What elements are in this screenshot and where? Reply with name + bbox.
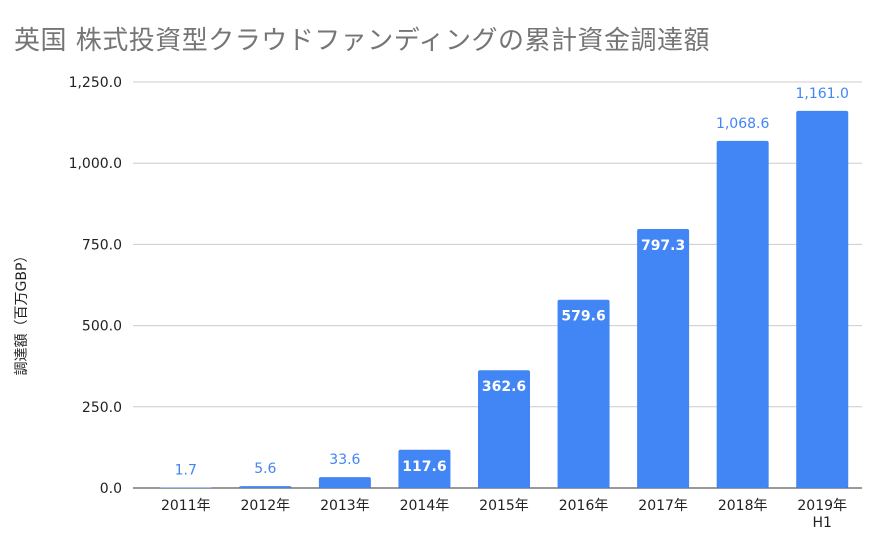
data-label: 362.6 — [482, 379, 526, 395]
x-category-label: 2017年 — [638, 498, 688, 514]
y-axis-ticks: 0.0 250.0 500.0 750.0 1,000.0 1,250.0 — [69, 75, 122, 497]
x-category-label: H1 — [813, 515, 832, 531]
x-category-label: 2013年 — [320, 498, 370, 514]
data-label: 1,161.0 — [796, 86, 849, 102]
bars — [159, 110, 849, 489]
bar[interactable] — [239, 486, 292, 488]
data-label: 1.7 — [175, 462, 197, 478]
bar[interactable] — [796, 110, 849, 489]
bar[interactable] — [398, 449, 451, 488]
y-tick-label: 250.0 — [82, 400, 122, 416]
data-label: 1,068.6 — [716, 116, 770, 132]
y-axis-label: 調達額（百万GBP） — [14, 249, 30, 376]
x-category-label: 2012年 — [241, 498, 291, 514]
bar[interactable] — [637, 229, 690, 488]
x-category-label: 2019年 — [797, 498, 847, 514]
data-label: 117.6 — [402, 459, 446, 475]
y-tick-label: 1,250.0 — [69, 75, 122, 91]
data-label: 579.6 — [561, 309, 605, 325]
y-tick-label: 0.0 — [100, 481, 122, 497]
x-category-label: 2011年 — [161, 498, 211, 514]
bar[interactable] — [478, 370, 530, 488]
x-category-label: 2018年 — [718, 498, 768, 514]
x-category-label: 2016年 — [559, 498, 609, 514]
x-category-label: 2015年 — [479, 498, 529, 514]
x-category-label: 2014年 — [400, 498, 450, 514]
data-label: 797.3 — [641, 238, 685, 254]
x-axis-categories: 2011年 2012年 2013年 2014年 2015年 2016年 2017年 2018年… — [161, 498, 847, 531]
data-label: 33.6 — [329, 452, 360, 468]
y-tick-label: 1,000.0 — [69, 156, 122, 172]
bar[interactable] — [557, 299, 610, 488]
y-tick-label: 750.0 — [82, 237, 122, 253]
bar[interactable] — [318, 477, 371, 488]
data-label: 5.6 — [254, 461, 276, 477]
bar[interactable] — [159, 487, 212, 488]
chart-title: 英国 株式投資型クラウドファンディングの累計資金調達額 — [14, 26, 710, 56]
bar[interactable] — [716, 140, 769, 489]
y-tick-label: 500.0 — [82, 319, 122, 335]
data-labels: 1.7 5.6 33.6 117.6 362.6 579.6 797.3 1,068.6 1,1… — [175, 86, 849, 479]
